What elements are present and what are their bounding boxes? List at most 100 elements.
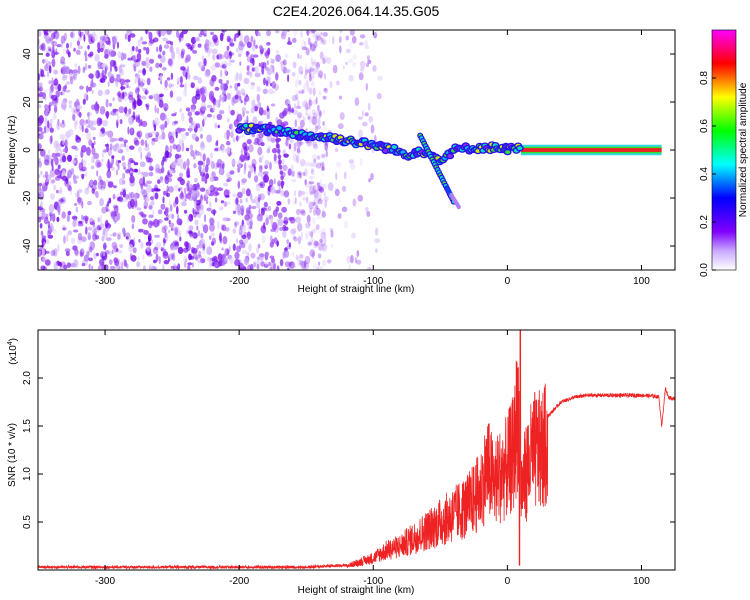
noise-blob — [113, 185, 117, 188]
noise-blob — [188, 73, 191, 79]
noise-blob — [197, 260, 202, 263]
noise-blob — [118, 51, 122, 59]
noise-blob — [171, 162, 176, 169]
noise-blob — [192, 248, 198, 254]
noise-blob — [132, 169, 137, 173]
snr-series-line — [38, 320, 675, 568]
noise-blob — [148, 205, 152, 209]
noise-blob — [92, 90, 94, 94]
noise-blob — [229, 42, 234, 46]
noise-blob — [313, 185, 317, 194]
noise-blob — [161, 204, 166, 210]
noise-blob — [227, 46, 230, 51]
noise-blob — [260, 142, 264, 146]
noise-blob — [52, 165, 54, 172]
dispersion-tail-blob — [457, 205, 461, 210]
noise-blob — [49, 204, 55, 213]
noise-blob — [105, 220, 109, 228]
noise-blob — [276, 201, 281, 206]
noise-blob — [163, 253, 169, 259]
noise-blob — [279, 112, 285, 119]
noise-blob — [275, 30, 279, 33]
noise-blob — [352, 62, 356, 66]
noise-blob — [231, 160, 237, 164]
noise-blob — [44, 159, 49, 165]
noise-blob — [346, 49, 351, 53]
noise-blob — [246, 115, 248, 123]
noise-blob — [194, 178, 198, 183]
noise-blob — [111, 167, 115, 171]
noise-blob — [289, 242, 291, 247]
colorbar-label: Normalized spectral amplitude — [738, 82, 749, 217]
noise-blob — [322, 40, 326, 45]
noise-blob — [136, 261, 140, 267]
noise-blob — [92, 188, 96, 194]
noise-blob — [63, 235, 66, 244]
noise-blob — [202, 55, 204, 60]
noise-blob — [233, 244, 236, 251]
noise-blob — [293, 62, 297, 69]
noise-blob — [71, 160, 76, 164]
noise-blob — [315, 208, 320, 216]
noise-blob — [206, 246, 212, 255]
noise-blob — [60, 122, 66, 128]
noise-blob — [46, 53, 50, 57]
noise-blob — [57, 244, 59, 252]
noise-blob — [190, 150, 195, 157]
noise-blob — [247, 56, 250, 62]
noise-blob — [202, 248, 206, 255]
noise-blob — [316, 125, 321, 129]
noise-blob — [181, 112, 185, 121]
noise-blob — [250, 166, 254, 174]
noise-blob — [117, 234, 120, 240]
noise-blob — [271, 138, 276, 143]
noise-blob — [271, 65, 274, 73]
noise-blob — [291, 179, 296, 182]
noise-blob — [183, 161, 186, 170]
noise-blob — [210, 32, 214, 35]
noise-blob — [265, 261, 269, 265]
noise-blob — [136, 74, 140, 80]
noise-blob — [292, 72, 296, 77]
noise-blob — [203, 58, 206, 66]
noise-blob — [74, 122, 76, 130]
noise-blob — [294, 142, 297, 151]
figure-canvas: C2E4.2026.064.14.35.G05 -300 -200 -100 0 100… — [0, 0, 750, 600]
noise-blob — [207, 257, 210, 262]
noise-blob — [155, 193, 159, 200]
noise-blob — [177, 218, 183, 225]
noise-blob — [318, 262, 320, 266]
noise-blob — [327, 259, 331, 263]
noise-blob — [315, 117, 320, 126]
noise-blob — [155, 117, 160, 126]
noise-blob — [247, 225, 251, 232]
snr-x-tick-label-1: -200 — [229, 576, 249, 587]
noise-blob — [151, 140, 155, 145]
noise-blob — [191, 109, 195, 113]
noise-blob — [301, 211, 306, 216]
spectrogram-y-label: Frequency (Hz) — [7, 116, 18, 185]
noise-blob — [298, 236, 301, 244]
noise-blob — [187, 175, 190, 178]
noise-blob — [297, 172, 301, 178]
noise-blob — [225, 248, 227, 255]
noise-blob — [266, 30, 271, 36]
noise-blob — [225, 195, 230, 198]
noise-blob — [111, 156, 114, 165]
noise-blob — [113, 232, 117, 236]
noise-blob — [227, 146, 230, 154]
noise-blob — [321, 154, 326, 158]
noise-blob — [93, 180, 97, 186]
noise-blob — [353, 54, 357, 59]
noise-blob — [163, 103, 168, 111]
noise-blob — [139, 178, 144, 186]
noise-blob — [222, 90, 226, 96]
noise-blob — [168, 58, 173, 65]
noise-blob — [133, 55, 136, 63]
noise-blob — [374, 238, 380, 243]
noise-blob — [39, 186, 41, 191]
noise-blob — [166, 27, 172, 35]
noise-blob — [128, 160, 132, 165]
noise-blob — [88, 258, 93, 262]
noise-blob — [302, 197, 306, 201]
